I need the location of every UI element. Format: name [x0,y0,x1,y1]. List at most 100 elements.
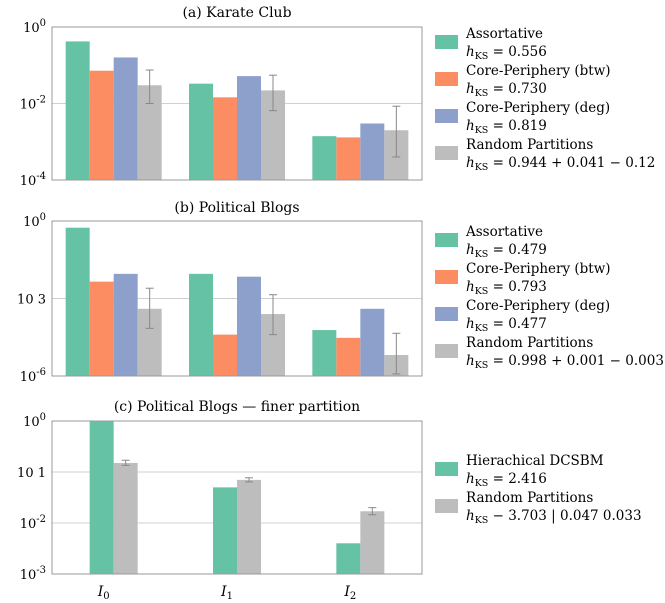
chart-title: (c) Political Blogs — finer partition [114,399,360,415]
bar [312,136,337,180]
legend-label: Random Partitions [466,137,593,153]
tick-exponent: 0 [40,18,46,29]
legend-stat: hKS = 0.998 + 0.001 − 0.003 [466,353,664,371]
legend-stat: hKS = 0.479 [466,242,547,260]
bar [213,487,237,574]
bar [336,137,361,180]
stat-value: = 0.556 [488,44,547,60]
stat-subscript: KS [475,51,489,62]
tick-base: 10 [20,568,37,583]
tick-exponent: 0 [40,212,46,223]
legend-stat: hKS = 2.416 [466,471,547,489]
stat-value: = 0.479 [488,242,547,258]
y-tick-label: 100 [23,212,46,230]
x-label-base: I [220,584,227,600]
legend-swatch [435,35,458,49]
bar [65,227,90,376]
tick-exponent: -2 [36,514,46,525]
stat-subscript: KS [475,360,489,371]
y-tick-label: 100 [23,18,46,36]
bar [336,543,361,574]
legend-swatch [435,72,458,86]
legend-label: Core-Periphery (btw) [466,261,611,277]
x-label-subscript: 2 [350,591,356,602]
bar [237,76,261,180]
x-label-subscript: 1 [227,591,233,602]
stat-value: = 0.944 + 0.041 − 0.12 [488,155,655,171]
stat-subscript: KS [475,515,489,526]
tick-base: 10 [20,370,37,385]
x-label-subscript: 0 [103,591,109,602]
stat-value: = 0.793 [488,279,547,295]
x-label-base: I [343,584,350,600]
stat-value: = 0.477 [488,316,547,332]
stat-h: h [466,508,475,524]
bar [65,41,90,181]
legend-swatch [435,499,458,513]
bar [237,276,261,376]
tick-exponent: -3 [36,565,46,576]
legend-label: Hierachical DCSBM [466,453,604,469]
bar [189,273,213,376]
stat-h: h [466,279,475,295]
tick-base: 10 [20,174,37,189]
tick-exponent: -4 [36,171,46,182]
bar [312,330,337,376]
y-tick-label: 10 1 [17,466,46,481]
legend-swatch [435,233,458,247]
bar [89,281,114,376]
bar [213,334,237,376]
bar [360,511,385,574]
y-tick-label: 10 3 [17,293,46,308]
legend-label: Assortative [465,26,543,42]
legend-stat: hKS = 0.819 [466,118,547,136]
legend-swatch [435,462,458,476]
stat-h: h [466,471,475,487]
plot-frame [51,26,423,181]
chart-title: (b) Political Blogs [174,200,299,216]
stat-h: h [466,316,475,332]
plot-frame [51,420,423,575]
y-tick-label: 10-2 [20,514,46,532]
stat-value: = 2.416 [488,471,547,487]
y-tick-label: 10-6 [20,367,46,385]
bar [113,273,138,376]
tick-base: 10 [23,215,40,230]
bar [360,308,385,376]
chart-panel-1: (b) Political Blogs Assortative Core-Perip… [51,200,611,377]
tick-base: 10 [20,517,37,532]
legend-swatch [435,344,458,358]
stat-subscript: KS [475,323,489,334]
stat-h: h [466,242,475,258]
legend-label: Random Partitions [466,490,593,506]
x-tick-label: I0 [97,584,110,602]
bar [336,337,361,376]
stat-subscript: KS [475,286,489,297]
tick-base: 10 [23,21,40,36]
stat-subscript: KS [475,162,489,173]
x-tick-label: I1 [220,584,233,602]
stat-subscript: KS [475,88,489,99]
chart-panel-0: (a) Karate Club Assortative Core-Periphery… [51,5,611,181]
legend-label: Assortative [465,224,543,240]
legend-stat: hKS = 0.556 [466,44,547,62]
bar [113,57,138,180]
legend-swatch [435,270,458,284]
stat-value: = 0.819 [488,118,547,134]
legend-label: Core-Periphery (deg) [466,100,610,116]
bar [360,123,385,180]
y-tick-label: 10-3 [20,565,46,583]
legend-stat: hKS − 3.703 | 0.047 0.033 [466,508,642,526]
legend-swatch [435,146,458,160]
legend-swatch [435,109,458,123]
legend-stat: hKS = 0.793 [466,279,547,297]
legend-label: Random Partitions [466,335,593,351]
x-tick-label: I2 [343,584,356,602]
stat-subscript: KS [475,249,489,260]
legend-label: Core-Periphery (btw) [466,63,611,79]
stat-h: h [466,44,475,60]
stat-subscript: KS [475,125,489,136]
plot-frame [51,220,423,377]
y-tick-label: 100 [23,412,46,430]
